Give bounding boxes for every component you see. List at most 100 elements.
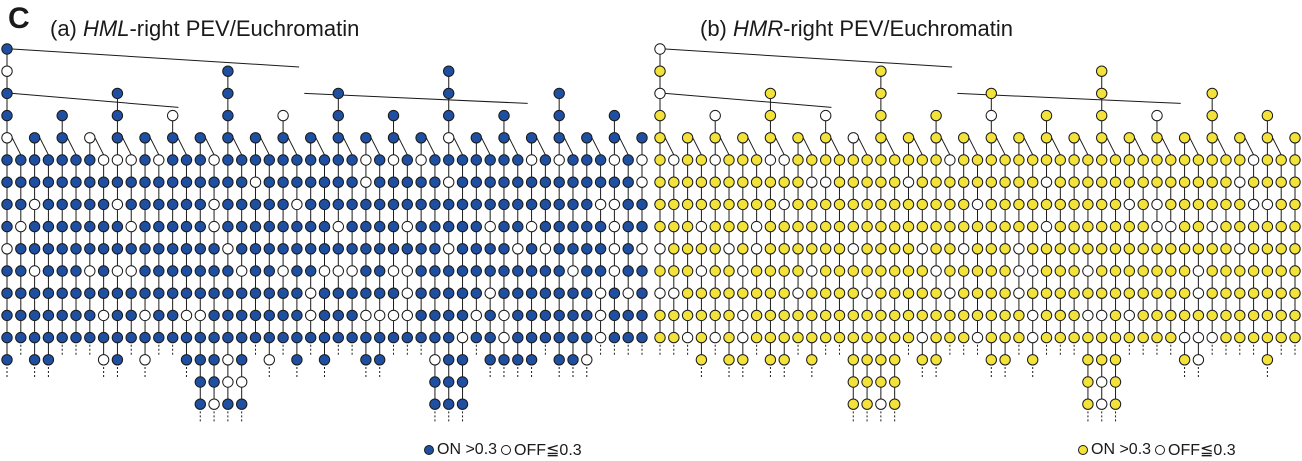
cell-off [277,265,289,277]
cell-off [944,287,956,299]
cell-on [737,132,749,144]
cell-on [277,198,289,211]
cell-on [111,287,124,299]
cell-on [42,220,55,233]
cell-off [930,265,942,277]
cell-on [539,220,552,233]
cell-on [567,331,579,344]
cell-on [889,309,901,322]
cell-on [42,354,55,366]
cell-on [1178,265,1191,277]
cell-off [249,176,262,188]
cell-on [985,198,997,211]
cell-on [1040,309,1053,322]
cell-on [1275,198,1287,211]
cell-on [778,265,790,277]
lineage-link [747,137,758,156]
cell-on [581,176,593,188]
cell-on [429,154,441,166]
cell-on [415,265,427,277]
cell-on [792,198,804,211]
cell-on [318,331,331,344]
cell-on [1234,265,1246,277]
panel-b-legend: ON >0.3 OFF≦0.3 [1078,440,1236,460]
cell-on [249,331,262,344]
cell-off [1192,331,1205,344]
cell-on [567,198,579,211]
legend-on-label: ON >0.3 [437,441,498,458]
cell-on [456,154,469,166]
cell-off [654,287,666,299]
cell-on [139,243,151,255]
cell-off [608,243,621,255]
cell-on [277,220,289,233]
cell-on [125,243,137,255]
cell-on [111,309,124,322]
cell-on [636,220,648,233]
lineage-link [453,137,463,156]
cell-off [1206,331,1218,344]
cell-on [889,220,901,233]
cell-on [985,331,997,344]
cell-on [1109,331,1122,344]
cell-on [847,354,859,366]
cell-on [1096,243,1108,255]
cell-on [539,265,552,277]
cell-on [1013,154,1025,166]
cell-off [654,243,666,255]
cell-on [56,265,68,277]
cell-on [318,176,331,188]
cell-on [153,265,165,277]
cell-on [668,176,680,188]
cell-on [318,287,331,299]
cell-on [833,198,846,211]
cell-off [28,265,41,277]
cell-on [916,265,928,277]
cell-on [847,176,859,188]
cell-on [847,331,859,344]
cell-off [764,154,777,166]
cell-on [1137,331,1149,344]
cell-on [764,132,777,144]
cell-on [930,132,942,144]
cell-on [792,243,804,255]
cell-off [1,65,13,77]
cell-on [56,243,68,255]
cell-on [456,220,469,233]
cell-on [999,331,1011,344]
cell-on [374,287,386,299]
cell-on [833,176,846,188]
cell-on [1151,176,1163,188]
cell-on [84,220,96,233]
cell-on [28,243,41,255]
cell-on [15,287,27,299]
cell-off [1013,265,1025,277]
cell-on [387,176,400,188]
cell-on [889,287,901,299]
cell-on [889,265,901,277]
cell-off [778,154,790,166]
cell-on [222,265,234,277]
cell-on [153,287,165,299]
cell-on [681,287,694,299]
cell-off [332,220,344,233]
cell-on [42,176,55,188]
cell-on [581,132,593,144]
cell-on [1054,287,1067,299]
cell-on [443,109,455,122]
cell-on [930,309,942,322]
cell-on [1082,243,1094,255]
cell-on [1289,220,1301,233]
cell-on [847,287,859,299]
cell-on [764,331,777,344]
cell-on [1068,132,1080,144]
cell-off [1123,309,1136,322]
cell-on [1165,176,1177,188]
cell-on [1234,198,1246,211]
lineage-link [343,137,353,156]
cell-on [1054,331,1067,344]
cell-on [456,354,469,366]
cell-off [668,154,680,166]
cell-on [944,265,956,277]
cell-on [291,154,303,166]
